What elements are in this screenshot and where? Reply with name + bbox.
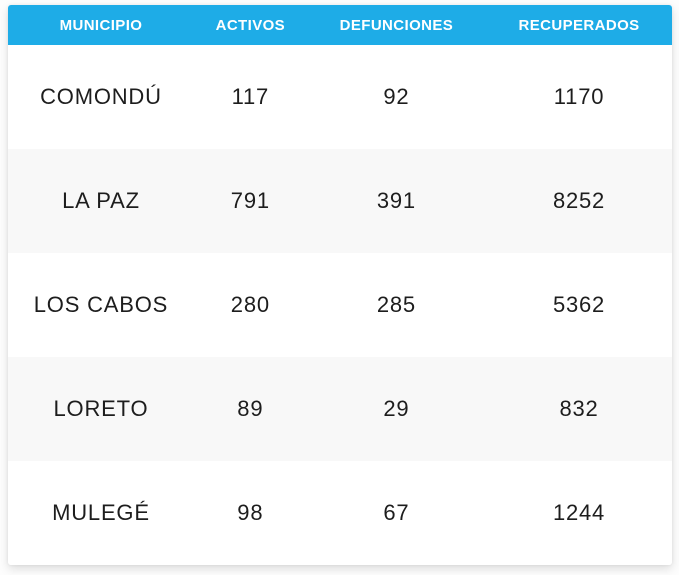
municipio-cell: LA PAZ <box>62 188 140 213</box>
municipio-cell: COMONDÚ <box>40 84 162 109</box>
table-row: COMONDÚ 117 92 1170 <box>8 45 672 149</box>
recuperados-cell: 832 <box>559 396 599 421</box>
column-header-municipio: MUNICIPIO <box>59 16 143 34</box>
recuperados-cell: 8252 <box>552 188 606 213</box>
defunciones-cell: 67 <box>383 500 410 525</box>
column-header-recuperados: RECUPERADOS <box>518 16 640 34</box>
defunciones-cell: 92 <box>383 84 410 109</box>
municipio-cell: LORETO <box>53 396 149 421</box>
table-row: MULEGÉ 98 67 1244 <box>8 461 672 565</box>
municipio-cell: LOS CABOS <box>33 292 169 317</box>
activos-cell: 117 <box>231 84 270 109</box>
municipio-cell: MULEGÉ <box>52 500 150 525</box>
column-header-activos: ACTIVOS <box>215 16 286 34</box>
municipal-stats-card: MUNICIPIO ACTIVOS DEFUNCIONES RECUPERADO… <box>8 5 672 565</box>
table-row: LA PAZ 791 391 8252 <box>8 149 672 253</box>
recuperados-cell: 5362 <box>552 292 606 317</box>
activos-cell: 98 <box>237 500 264 525</box>
municipal-stats-table: MUNICIPIO ACTIVOS DEFUNCIONES RECUPERADO… <box>8 5 672 565</box>
activos-cell: 791 <box>230 188 270 213</box>
header-row: MUNICIPIO ACTIVOS DEFUNCIONES RECUPERADO… <box>8 5 672 45</box>
column-header-defunciones: DEFUNCIONES <box>339 16 454 34</box>
defunciones-cell: 391 <box>376 188 416 213</box>
activos-cell: 89 <box>237 396 264 421</box>
activos-cell: 280 <box>230 292 270 317</box>
defunciones-cell: 285 <box>376 292 416 317</box>
table-row: LORETO 89 29 832 <box>8 357 672 461</box>
defunciones-cell: 29 <box>383 396 410 421</box>
recuperados-cell: 1170 <box>553 84 605 109</box>
table-row: LOS CABOS 280 285 5362 <box>8 253 672 357</box>
recuperados-cell: 1244 <box>552 500 606 525</box>
